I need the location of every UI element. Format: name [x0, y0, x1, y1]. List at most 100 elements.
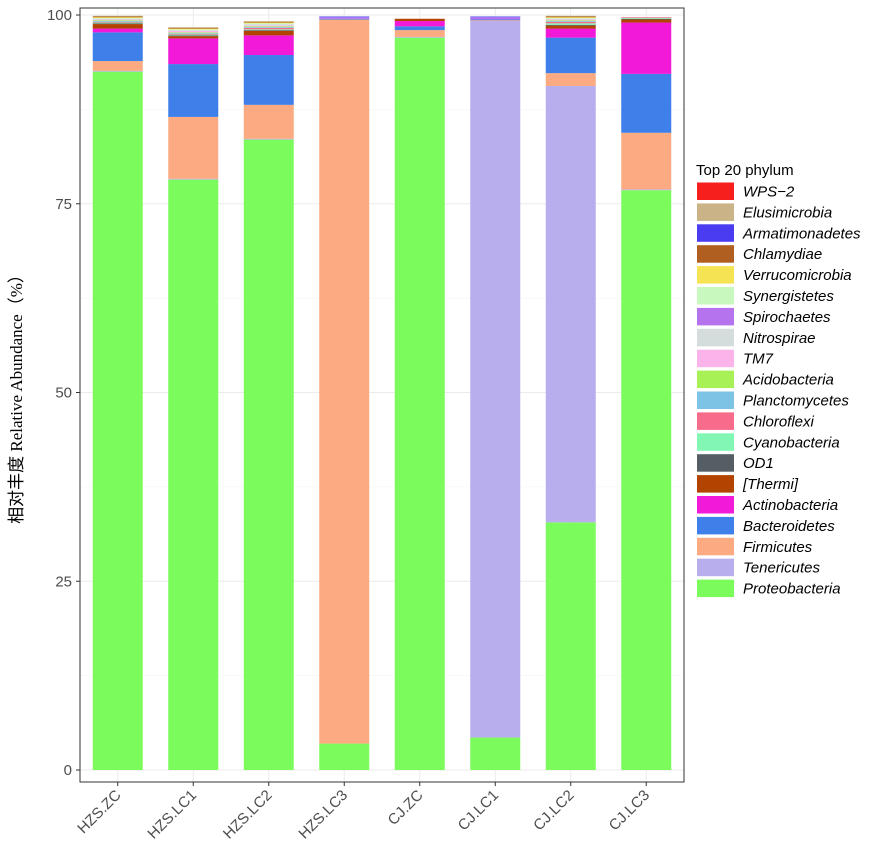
bar-segment-CJ.LC2-Elusimicrobia: [545, 15, 596, 17]
bar-segment-HZS.LC1-Tenericutes: [168, 178, 219, 180]
bar-segment-HZS.ZC-Actinobacteria: [92, 28, 143, 33]
bar-segment-CJ.LC3-Proteobacteria: [621, 190, 672, 770]
legend-swatch: [697, 558, 734, 577]
bar-segment-HZS.LC2-TM7: [243, 25, 294, 27]
bar-segment-HZS.ZC-Nitrospirae: [92, 18, 143, 20]
y-tick-label: 75: [55, 196, 72, 213]
bar-segment-HZS.LC2-Actinobacteria: [243, 35, 294, 56]
bar-segment-HZS.LC2-Tenericutes: [243, 138, 294, 140]
legend-label: Chlamydiae: [743, 246, 822, 263]
legend: Top 20 phylum WPS−2 Elusimicrobia Armatimo…: [696, 162, 861, 598]
bar-segment-HZS.ZC-Synergistetes: [92, 18, 143, 19]
bar-segment-HZS.ZC-Planctomycetes: [92, 21, 143, 22]
bar-segment-HZS.ZC-Bacteroidetes: [92, 32, 143, 62]
bar-segment-HZS.LC1-[Thermi]: [168, 36, 219, 39]
legend-label: Nitrospirae: [743, 330, 816, 347]
legend-swatch: [697, 433, 734, 451]
legend-label: Planctomycetes: [743, 393, 849, 410]
legend-label: OD1: [743, 455, 774, 472]
bar-segment-HZS.LC1-Proteobacteria: [168, 179, 219, 771]
legend-swatch: [697, 454, 734, 472]
legend-label: Cyanobacteria: [743, 434, 840, 451]
bar-segment-CJ.LC2-Tenericutes: [545, 85, 596, 523]
bar-segment-HZS.LC2-Chlamydiae: [243, 21, 294, 23]
bar-segment-HZS.LC1-Nitrospirae: [168, 30, 219, 31]
bar-segment-HZS.ZC-Proteobacteria: [92, 71, 143, 770]
bar-segment-CJ.LC1-Firmicutes: [470, 20, 521, 22]
bar-segment-HZS.LC1-Cyanobacteria: [168, 34, 219, 36]
bar-segment-HZS.LC3-Bacteroidetes: [319, 18, 370, 20]
bar-segment-HZS.ZC-Tenericutes: [92, 70, 143, 72]
bar-segment-CJ.LC3-Cyanobacteria: [621, 18, 672, 19]
bar-segment-CJ.LC2-Proteobacteria: [545, 522, 596, 770]
bar-segment-HZS.LC2-Cyanobacteria: [243, 29, 294, 31]
legend-swatch: [697, 224, 734, 242]
bar-segment-HZS.LC2-Planctomycetes: [243, 27, 294, 28]
bar-segment-CJ.ZC-Tenericutes: [394, 36, 445, 38]
legend-title: Top 20 phylum: [696, 162, 794, 179]
legend-label: TM7: [743, 351, 774, 368]
legend-label: WPS−2: [743, 184, 795, 201]
y-tick-label: 100: [47, 7, 72, 24]
bar-segment-CJ.LC1-Bacteroidetes: [470, 19, 521, 21]
bar-segment-CJ.LC2-Actinobacteria: [545, 28, 596, 38]
bar-segment-HZS.LC3-Armatimonadetes: [319, 16, 370, 18]
bar-segment-HZS.LC2-Acidobacteria: [243, 26, 294, 28]
y-tick-label: 0: [64, 762, 72, 779]
bar-segment-HZS.LC1-Actinobacteria: [168, 38, 219, 65]
bar-segment-HZS.LC2-[Thermi]: [243, 30, 294, 36]
bar-segment-HZS.LC1-Firmicutes: [168, 116, 219, 179]
bar-segment-HZS.LC2-Elusimicrobia: [243, 21, 294, 22]
legend-swatch: [697, 516, 734, 535]
bar-segment-HZS.LC1-Bacteroidetes: [168, 64, 219, 117]
legend-swatch: [697, 579, 734, 598]
bar-layer: [92, 15, 672, 771]
bar-segment-CJ.LC1-Proteobacteria: [470, 737, 521, 770]
bar-segment-CJ.LC3-Tenericutes: [621, 189, 672, 191]
bar-segment-HZS.ZC-Elusimicrobia: [92, 15, 143, 17]
bar-segment-HZS.ZC-[Thermi]: [92, 24, 143, 29]
bar-segment-HZS.LC2-Synergistetes: [243, 23, 294, 25]
legend-swatch: [697, 287, 734, 305]
bar-segment-HZS.LC3-Firmicutes: [319, 19, 370, 744]
legend-swatch: [697, 328, 734, 347]
legend-label: Acidobacteria: [742, 372, 834, 389]
bar-segment-CJ.LC3-Bacteroidetes: [621, 73, 672, 133]
bar-segment-CJ.LC2-Planctomycetes: [545, 21, 596, 22]
bar-segment-CJ.LC2-Cyanobacteria: [545, 23, 596, 25]
bar-segment-HZS.LC2-Verrucomicrobia: [243, 22, 294, 24]
legend-label: Spirochaetes: [743, 309, 831, 326]
bar-segment-CJ.ZC-Bacteroidetes: [394, 26, 445, 31]
bar-segment-CJ.LC3-Firmicutes: [621, 132, 672, 190]
bar-segment-HZS.LC2-Nitrospirae: [243, 24, 294, 26]
legend-swatch: [697, 370, 734, 389]
bar-segment-HZS.ZC-Cyanobacteria: [92, 22, 143, 24]
bar-segment-HZS.LC2-Bacteroidetes: [243, 55, 294, 105]
y-tick-label: 50: [55, 385, 72, 402]
bar-segment-HZS.LC3-Spirochaetes: [319, 17, 370, 19]
bar-segment-HZS.LC1-Synergistetes: [168, 29, 219, 31]
bar-segment-CJ.LC1-Spirochaetes: [470, 17, 521, 20]
legend-swatch: [697, 307, 734, 326]
legend-swatch: [697, 391, 734, 409]
legend-swatch: [697, 496, 734, 514]
bar-segment-HZS.LC1-Chloroflexi: [168, 33, 219, 35]
legend-label: Firmicutes: [743, 539, 813, 556]
bar-segment-CJ.LC2-Chloroflexi: [545, 21, 596, 24]
bar-segment-CJ.ZC-Actinobacteria: [394, 21, 445, 27]
bar-segment-CJ.LC2-Verrucomicrobia: [545, 17, 596, 19]
legend-swatch: [697, 266, 734, 284]
legend-label: [Thermi]: [742, 476, 799, 493]
bar-segment-HZS.LC1-Acidobacteria: [168, 32, 219, 34]
bar-segment-CJ.ZC-[Thermi]: [394, 18, 445, 22]
bar-segment-CJ.LC2-Chlamydiae: [545, 16, 596, 18]
bar-segment-CJ.LC2-Nitrospirae: [545, 18, 596, 20]
legend-label: Elusimicrobia: [743, 204, 832, 221]
bar-segment-CJ.LC3-Chloroflexi: [621, 17, 672, 19]
bar-segment-HZS.LC2-Firmicutes: [243, 104, 294, 139]
legend-label: Verrucomicrobia: [743, 267, 852, 284]
bar-segment-HZS.LC3-Proteobacteria: [319, 743, 370, 770]
bar-segment-CJ.LC2-Synergistetes: [545, 18, 596, 19]
legend-label: Tenericutes: [743, 560, 820, 577]
bar-segment-CJ.LC2-Bacteroidetes: [545, 37, 596, 74]
